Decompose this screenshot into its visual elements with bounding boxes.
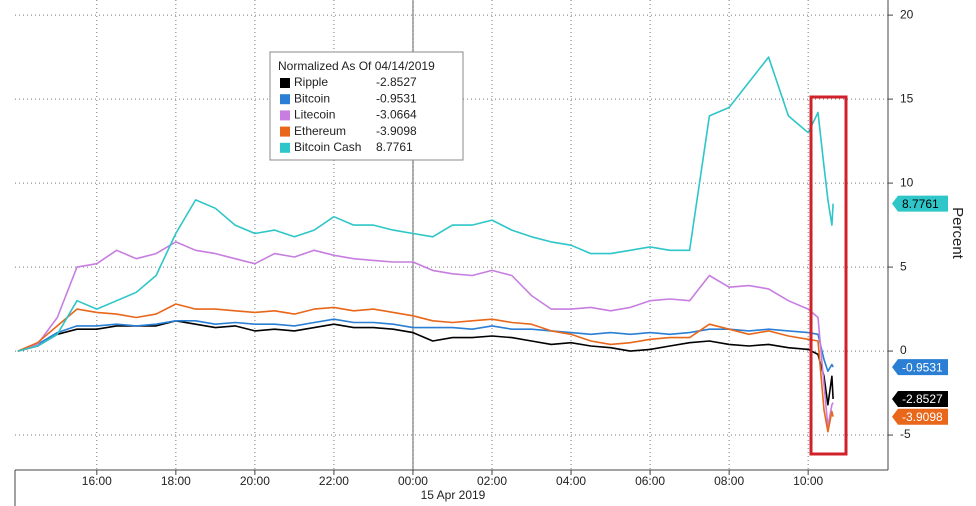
y-tick-label: -5 bbox=[900, 427, 911, 441]
x-tick-label: 08:00 bbox=[714, 474, 744, 488]
legend-swatch bbox=[280, 142, 290, 153]
end-tag bbox=[892, 359, 948, 376]
series-line bbox=[17, 56, 834, 352]
end-tag-label: -0.9531 bbox=[902, 360, 943, 374]
legend-value: -3.9098 bbox=[376, 124, 417, 138]
legend-label: Bitcoin bbox=[294, 91, 330, 105]
y-tick-label: 20 bbox=[900, 7, 914, 21]
legend-swatch bbox=[280, 126, 290, 137]
legend-swatch bbox=[280, 78, 290, 88]
lines bbox=[17, 56, 834, 433]
y-tick-label: 0 bbox=[900, 343, 907, 357]
series-line bbox=[17, 241, 834, 428]
x-tick-label: 00:00 bbox=[398, 474, 428, 488]
legend-value: -3.0664 bbox=[376, 108, 417, 122]
x-tick-label: 02:00 bbox=[477, 474, 507, 488]
highlight-box bbox=[809, 95, 848, 456]
end-tag bbox=[892, 390, 948, 407]
end-tag bbox=[892, 195, 948, 212]
end-tag-label: 8.7761 bbox=[902, 197, 939, 211]
legend-label: Litecoin bbox=[294, 108, 335, 122]
x-tick-label: 22:00 bbox=[319, 474, 349, 488]
x-tick-label: 10:00 bbox=[793, 474, 823, 488]
end-tag-label: -3.9098 bbox=[902, 410, 943, 424]
legend-value: -0.9531 bbox=[376, 91, 417, 105]
y-tick-label: 10 bbox=[900, 175, 914, 189]
legend-box bbox=[269, 51, 464, 161]
legend-label: Ripple bbox=[294, 75, 328, 89]
legend-swatch bbox=[280, 110, 290, 121]
y-tick-label: 15 bbox=[900, 91, 914, 105]
end-tag bbox=[892, 408, 948, 425]
date-annotation: 15 Apr 2019 bbox=[421, 488, 486, 502]
y-tick-label: 5 bbox=[900, 259, 907, 273]
legend-title: Normalized As Of 04/14/2019 bbox=[278, 59, 435, 73]
x-tick-label: 20:00 bbox=[240, 474, 270, 488]
end-tag-label: -2.8527 bbox=[902, 392, 943, 406]
y-axis-label: Percent bbox=[949, 207, 966, 260]
series-line bbox=[17, 320, 834, 406]
x-tick-label: 06:00 bbox=[635, 474, 665, 488]
series-line bbox=[17, 318, 834, 372]
legend-swatch bbox=[280, 94, 290, 105]
x-tick-label: 18:00 bbox=[161, 474, 191, 488]
x-tick-label: 16:00 bbox=[82, 474, 112, 488]
series-line bbox=[17, 303, 834, 433]
legend-value: -2.8527 bbox=[376, 75, 417, 89]
x-tick-label: 04:00 bbox=[556, 474, 586, 488]
legend-label: Ethereum bbox=[294, 124, 346, 138]
legend-label: Bitcoin Cash bbox=[294, 140, 361, 154]
legend-value: 8.7761 bbox=[376, 140, 413, 154]
